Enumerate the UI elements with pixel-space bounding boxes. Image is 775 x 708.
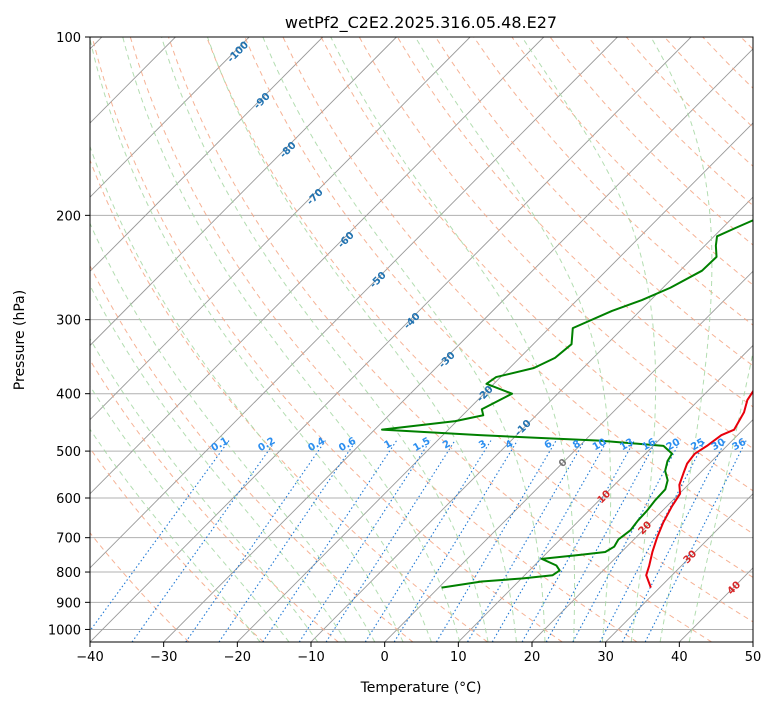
dry-adiabat [90, 264, 414, 642]
moist-adiabat [414, 37, 612, 642]
y-tick-label: 400 [56, 388, 81, 403]
y-tick-label: 600 [56, 492, 81, 507]
x-tick-label: 40 [671, 650, 688, 665]
dry-adiabat [206, 37, 753, 623]
mixing-ratio-line [393, 440, 518, 642]
dry-adiabat [91, 37, 563, 642]
mixing-ratio-line [185, 440, 326, 642]
x-tick-label: 20 [524, 650, 541, 665]
x-axis-ticks: −40 −30 −20 −10 0 10 20 30 40 50 [76, 642, 761, 665]
plot-background [90, 37, 753, 642]
moist-adiabat [330, 37, 576, 642]
y-axis-label: Pressure (hPa) [12, 290, 28, 390]
dry-adiabat [396, 37, 753, 408]
mixing-ratio-line [90, 440, 230, 632]
moist-adiabat [521, 37, 657, 642]
isotherm-line [90, 37, 397, 347]
isotherm-line [163, 48, 753, 642]
isotherm-line [384, 270, 753, 642]
mixing-ratio-line [599, 440, 706, 642]
x-tick-label: 10 [450, 650, 467, 665]
isotherm-line [90, 37, 471, 421]
y-tick-label: 800 [56, 566, 81, 581]
y-tick-label: 1000 [48, 623, 81, 638]
dry-adiabat [90, 158, 488, 642]
dry-adiabat [244, 37, 753, 578]
moist-adiabat [206, 37, 517, 642]
y-tick-label: 300 [56, 314, 81, 329]
x-tick-label: −30 [150, 650, 177, 665]
isotherm-line [237, 122, 753, 642]
y-axis-ticks: 100 200 300 400 500 600 700 800 900 1000 [48, 31, 90, 638]
x-tick-label: 0 [381, 650, 389, 665]
isotherm-line [605, 493, 753, 642]
isotherm-line [90, 37, 692, 642]
data-series [381, 219, 753, 589]
mixing-ratio-label: 2 [441, 438, 453, 451]
isotherm-line [90, 37, 545, 495]
dry-adiabat [511, 37, 753, 286]
y-tick-label: 100 [56, 31, 81, 46]
moist-adiabat [90, 222, 376, 642]
isotherm-line [90, 37, 618, 569]
x-tick-label: −20 [224, 650, 251, 665]
isotherm-line [531, 418, 753, 642]
dry-adiabat [473, 37, 753, 326]
dewpoint-line [381, 219, 753, 589]
y-tick-label: 900 [56, 596, 81, 611]
y-tick-label: 200 [56, 209, 81, 224]
moist-adiabat [122, 37, 461, 642]
y-tick-label: 500 [56, 445, 81, 460]
moist-adiabat [161, 37, 489, 642]
mixing-ratio-label: 4 [504, 438, 516, 451]
moist-adiabat [262, 37, 546, 642]
mixing-ratio-line [644, 440, 747, 642]
mixing-ratio-label: 1 [382, 438, 394, 451]
dry-adiabat [90, 359, 339, 642]
isotherm-line [458, 344, 753, 642]
moist-adiabat [90, 145, 404, 642]
x-tick-label: 50 [745, 650, 762, 665]
mixing-ratio-label: 3 [477, 438, 489, 451]
chart-title: wetPf2_C2E2.2025.316.05.48.E27 [285, 13, 557, 33]
isotherm-line [310, 196, 753, 642]
x-tick-label: 30 [597, 650, 614, 665]
mixing-ratio-line [621, 440, 726, 642]
mixing-ratio-line [131, 440, 277, 642]
y-tick-label: 700 [56, 532, 81, 547]
temperature-line [645, 389, 753, 588]
mixing-ratio-line [298, 440, 431, 642]
isotherm-line [90, 37, 250, 198]
mixing-ratio-line [491, 440, 608, 642]
dry-adiabat [90, 532, 190, 642]
moist-adiabat [650, 37, 713, 642]
moist-adiabat [90, 37, 432, 642]
mixing-ratio-line [218, 440, 357, 642]
isotherm-line [90, 37, 324, 272]
moist-adiabat [90, 284, 347, 642]
x-tick-label: −10 [297, 650, 324, 665]
dry-adiabat [167, 37, 712, 642]
mixing-ratio-line [435, 440, 557, 642]
x-axis-label: Temperature (°C) [360, 680, 482, 696]
mixing-ratio-label: 8 [571, 438, 583, 451]
dry-adiabat [358, 37, 753, 450]
mixing-ratio-line [521, 440, 635, 642]
plot-frame [89, 36, 754, 643]
x-tick-label: −40 [76, 650, 103, 665]
mixing-ratio-line [467, 440, 585, 642]
moist-adiabat [90, 428, 261, 642]
mixing-ratio-label: 6 [543, 438, 555, 451]
background-lines [90, 37, 753, 642]
mixing-ratio-line [262, 440, 398, 642]
